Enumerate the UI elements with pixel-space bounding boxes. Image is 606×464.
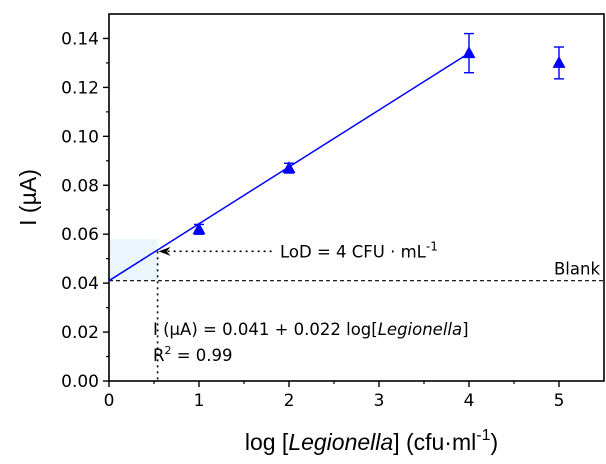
y-tick-label: 0.14 <box>61 29 99 49</box>
equation-label: I (µA) = 0.041 + 0.022 log[Legionella] <box>153 320 469 339</box>
data-points <box>192 32 566 235</box>
y-tick-label: 0.06 <box>61 225 99 245</box>
y-ticks: 0.00 0.02 0.04 0.06 0.08 0.10 0.12 0.14 <box>61 29 109 392</box>
y-tick-label: 0.08 <box>61 176 99 196</box>
triangle-marker <box>552 55 566 68</box>
y-tick-label: 0.02 <box>61 323 99 343</box>
x-axis-label-close: ) <box>490 429 498 455</box>
x-tick-label: 0 <box>104 391 115 411</box>
equation-suffix: ] <box>462 320 468 339</box>
triangle-marker <box>462 46 476 59</box>
r2-sup: 2 <box>164 344 171 357</box>
lod-label-text: LoD = 4 CFU · mL <box>280 242 427 261</box>
axes-frame <box>108 13 605 382</box>
x-axis-label-italic: Legionella <box>288 429 393 455</box>
x-tick-label: 4 <box>464 391 475 411</box>
y-axis-label: I (µA) <box>15 169 41 226</box>
x-tick-label: 1 <box>194 391 205 411</box>
y-tick-label: 0.00 <box>61 372 99 392</box>
triangle-marker <box>192 222 206 235</box>
y-tick-label: 0.04 <box>61 274 99 294</box>
x-axis-label-sup: -1 <box>476 427 490 444</box>
x-tick-label: 2 <box>284 391 295 411</box>
r2-label: R2 = 0.99 <box>153 344 233 365</box>
lod-arrow-icon <box>158 246 171 256</box>
x-axis-label: log [Legionella] (cfu·ml-1) <box>245 427 498 455</box>
triangle-marker <box>282 161 296 174</box>
lod-label-sup: -1 <box>426 239 438 253</box>
x-axis-label-prefix: log [ <box>245 429 289 455</box>
r2-prefix: R <box>153 346 164 365</box>
y-tick-label: 0.10 <box>61 127 99 147</box>
x-axis-label-suffix: ] (cfu·ml <box>393 429 476 455</box>
lod-shade <box>109 239 158 281</box>
plot-frame <box>108 13 605 382</box>
x-tick-label: 5 <box>554 391 565 411</box>
x-ticks: 0 1 2 3 4 5 <box>104 381 565 411</box>
equation-italic: Legionella <box>378 320 462 339</box>
r2-suffix: = 0.99 <box>171 346 232 365</box>
blank-label: Blank <box>554 260 600 279</box>
y-tick-label: 0.12 <box>61 78 99 98</box>
x-tick-label: 3 <box>374 391 385 411</box>
equation-prefix: I (µA) = 0.041 + 0.022 log[ <box>153 320 378 339</box>
lod-label: LoD = 4 CFU · mL-1 <box>280 239 438 261</box>
